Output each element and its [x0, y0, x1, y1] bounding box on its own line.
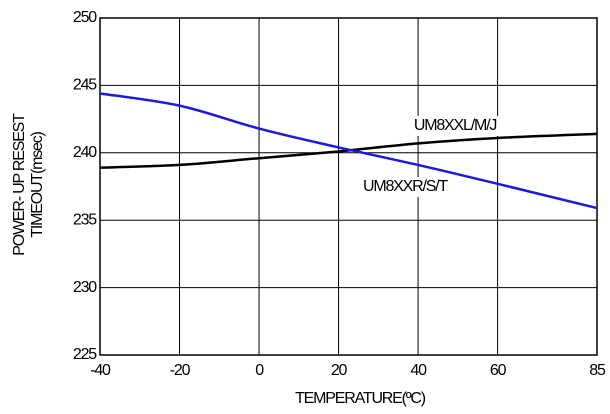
y-tick-label: 245 — [73, 77, 97, 94]
x-tick-label: 0 — [255, 362, 264, 379]
y-tick-label: 250 — [73, 9, 97, 26]
y-tick-label: 235 — [73, 211, 97, 228]
data-line — [99, 132, 598, 169]
x-axis-label: TEMPERATURE(ºC) — [295, 390, 426, 407]
x-tick-label: 20 — [331, 362, 348, 379]
x-tick-label: 40 — [410, 362, 427, 379]
y-tick-label: 240 — [73, 144, 97, 161]
y-axis-label: POWER- UP RESEST — [11, 113, 28, 256]
x-tick-label: -20 — [170, 362, 191, 379]
series-label: UM8XXL/M/J — [414, 117, 496, 134]
plot-frame — [99, 17, 598, 356]
data-line — [99, 92, 598, 210]
y-tick-label: 230 — [73, 279, 97, 296]
y-tick-label: 225 — [73, 346, 97, 363]
x-tick-label: 60 — [490, 362, 507, 379]
x-tick-label: 85 — [589, 362, 606, 379]
series-label: UM8XXR/S/T — [363, 178, 448, 195]
y-axis-label: TIMEOUT(msec) — [29, 131, 46, 237]
x-tick-label: -40 — [90, 362, 111, 379]
series-label-bg — [350, 177, 460, 197]
series-label-bg — [400, 116, 510, 136]
